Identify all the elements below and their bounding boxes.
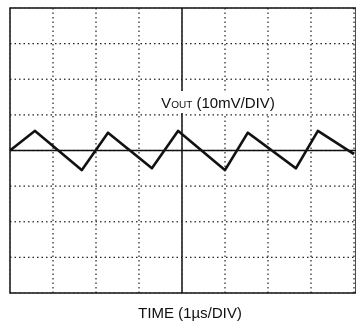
y-axis-label: VOUT (10mV/DIV) — [161, 95, 275, 112]
y-label-rest: (10mV/DIV) — [192, 95, 275, 112]
y-label-main: V — [161, 95, 171, 112]
waveform — [9, 129, 355, 172]
x-axis-label: TIME (1µs/DIV) — [138, 305, 242, 322]
y-label-sub: OUT — [171, 100, 192, 111]
label-background — [150, 91, 290, 113]
grid — [9, 7, 356, 294]
